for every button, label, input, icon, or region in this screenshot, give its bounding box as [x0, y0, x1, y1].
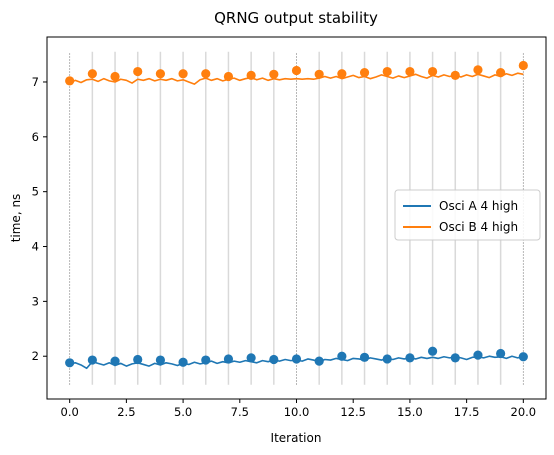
- y-tick-label: 5: [32, 185, 39, 199]
- chart-title: QRNG output stability: [214, 9, 378, 27]
- y-tick-label: 7: [32, 75, 39, 89]
- data-point: [65, 76, 75, 86]
- x-tick-label: 0.0: [61, 405, 79, 419]
- y-tick-label: 2: [32, 349, 39, 363]
- data-point: [496, 348, 506, 359]
- data-point: [269, 69, 279, 79]
- x-tick-label: 5.0: [174, 405, 192, 419]
- data-point: [359, 68, 370, 78]
- data-point: [473, 350, 483, 360]
- data-point: [450, 70, 460, 80]
- y-axis-label: time, ns: [9, 194, 23, 243]
- data-point: [382, 66, 392, 77]
- x-axis: 0.0 2.5 5.0 7.5 10.0 12.5 15.0 17.5 20.0: [61, 399, 537, 419]
- data-point: [201, 355, 211, 365]
- data-point: [518, 60, 528, 71]
- data-point: [314, 356, 324, 366]
- series-layer: [65, 60, 528, 370]
- data-point: [178, 69, 188, 79]
- legend-box: [394, 189, 541, 241]
- data-point: [427, 346, 438, 356]
- legend: Osci A 4 high Osci B 4 high: [394, 189, 541, 241]
- data-point: [518, 352, 528, 362]
- x-tick-label: 2.5: [117, 405, 135, 419]
- data-point: [269, 354, 279, 365]
- data-point: [155, 355, 166, 365]
- data-point: [314, 69, 324, 79]
- data-point: [473, 65, 483, 75]
- x-tick-label: 15.0: [397, 405, 423, 419]
- data-point: [178, 357, 188, 367]
- data-point: [337, 351, 347, 361]
- data-point: [450, 353, 460, 363]
- x-tick-label: 20.0: [511, 405, 537, 419]
- data-point: [223, 71, 234, 82]
- series-line-1: [69, 72, 524, 85]
- data-point: [291, 354, 302, 364]
- x-axis-label: Iteration: [271, 431, 322, 445]
- x-tick-label: 10.0: [284, 405, 310, 419]
- y-tick-label: 4: [32, 240, 39, 254]
- y-tick-label: 3: [32, 294, 39, 308]
- data-point: [427, 66, 438, 77]
- data-point: [246, 353, 256, 363]
- data-point: [405, 353, 415, 363]
- y-tick-label: 6: [32, 130, 39, 144]
- data-point: [110, 71, 120, 82]
- data-point: [405, 66, 415, 77]
- data-point: [223, 354, 234, 364]
- y-axis: 2 3 4 5 6 7: [32, 75, 47, 363]
- data-point: [496, 68, 506, 78]
- data-point: [382, 354, 392, 364]
- data-point: [87, 355, 97, 365]
- data-point: [87, 69, 97, 79]
- legend-label-osci-b: Osci B 4 high: [439, 220, 518, 234]
- data-point: [201, 69, 211, 79]
- data-point: [359, 352, 370, 362]
- legend-label-osci-a: Osci A 4 high: [439, 199, 518, 213]
- data-point: [110, 356, 120, 366]
- data-point: [155, 69, 166, 79]
- data-point: [133, 354, 143, 365]
- data-point: [291, 65, 302, 76]
- x-tick-label: 17.5: [454, 405, 480, 419]
- data-point: [246, 70, 256, 80]
- data-point: [337, 69, 347, 79]
- x-tick-label: 12.5: [340, 405, 366, 419]
- data-point: [65, 358, 75, 368]
- x-tick-label: 7.5: [231, 405, 249, 419]
- data-point: [133, 66, 143, 77]
